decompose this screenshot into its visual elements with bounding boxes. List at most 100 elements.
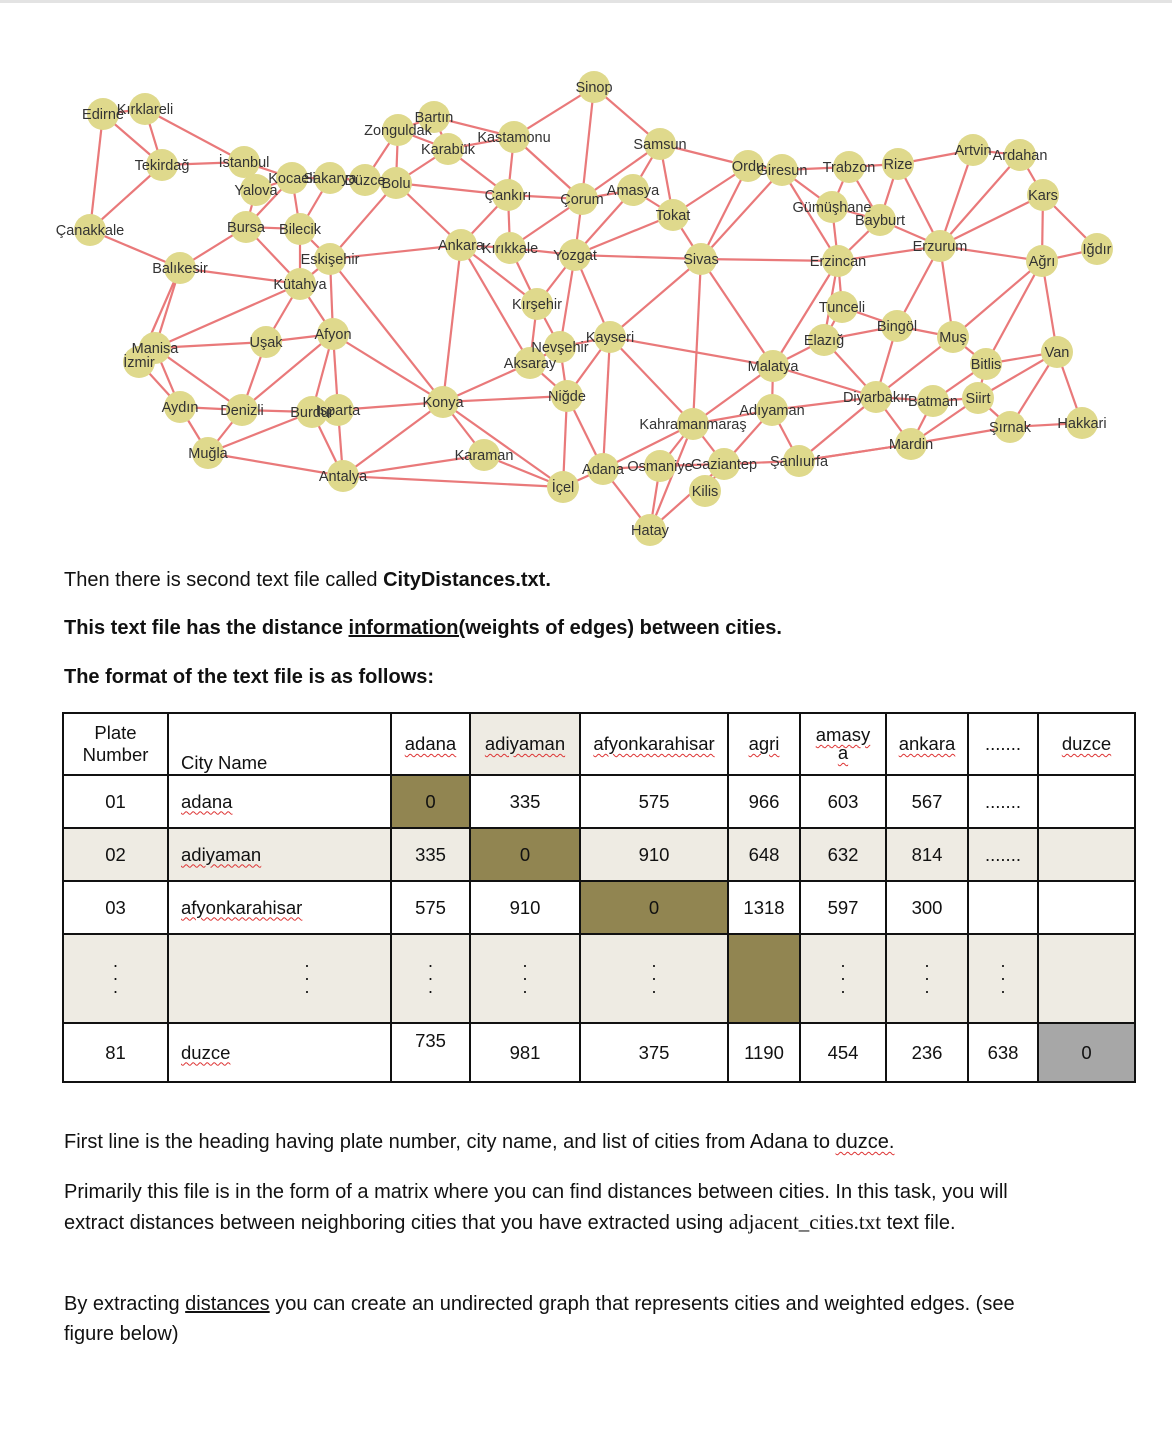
graph-edge bbox=[329, 182, 397, 260]
cell-value: 575 bbox=[579, 774, 729, 829]
city-label: Çorum bbox=[560, 192, 604, 208]
city-label: Çanakkale bbox=[56, 223, 125, 239]
city-node bbox=[708, 448, 740, 480]
city-label: Kahramanmaraş bbox=[639, 417, 746, 433]
vdots-cell: · · · bbox=[799, 933, 887, 1024]
graph-edge bbox=[649, 463, 725, 531]
city-label: Giresun bbox=[757, 163, 808, 179]
city-node bbox=[594, 321, 626, 353]
graph-edge bbox=[798, 442, 912, 463]
graph-edge bbox=[144, 108, 245, 163]
graph-edge bbox=[332, 333, 444, 403]
header-amasya: amasy a bbox=[799, 712, 887, 776]
graph-edge bbox=[772, 260, 839, 367]
city-node bbox=[284, 268, 316, 300]
paragraph-format-heading: The format of the text file is as follow… bbox=[64, 666, 435, 688]
graph-edge bbox=[700, 165, 749, 260]
city-node bbox=[822, 245, 854, 277]
city-label: Iğdır bbox=[1082, 242, 1111, 258]
city-label: Sakarya bbox=[303, 171, 357, 187]
diagonal-cell bbox=[727, 933, 801, 1024]
city-label: Isparta bbox=[316, 403, 361, 419]
city-node bbox=[657, 199, 689, 231]
city-node bbox=[123, 346, 155, 378]
city-node bbox=[230, 211, 262, 243]
graph-edge bbox=[691, 258, 703, 425]
cell-value: 567 bbox=[885, 774, 969, 829]
city-label: Kırklareli bbox=[117, 102, 173, 118]
city-node bbox=[284, 213, 316, 245]
city-node bbox=[192, 437, 224, 469]
city-label: Aksaray bbox=[504, 356, 557, 372]
city-node bbox=[587, 453, 619, 485]
city-node bbox=[382, 114, 414, 146]
city-node bbox=[917, 385, 949, 417]
city-node bbox=[1066, 407, 1098, 439]
city-node bbox=[240, 174, 272, 206]
city-label: Kırşehir bbox=[512, 297, 562, 313]
cell-value: 1190 bbox=[727, 1022, 801, 1083]
cell-empty bbox=[1037, 880, 1136, 935]
graph-edge bbox=[88, 113, 105, 231]
city-node bbox=[1027, 179, 1059, 211]
graph-edge bbox=[342, 453, 485, 478]
city-label: Hakkari bbox=[1057, 416, 1106, 432]
graph-edge bbox=[460, 244, 538, 305]
vdots-cell: · · · bbox=[885, 933, 969, 1024]
graph-edge bbox=[700, 169, 783, 260]
city-label: Düzce bbox=[344, 173, 385, 189]
city-label: Bursa bbox=[227, 220, 266, 236]
cell-value: 632 bbox=[799, 827, 887, 882]
city-node bbox=[1081, 233, 1113, 265]
header-adana: adana bbox=[390, 712, 471, 776]
city-label: Amasya bbox=[607, 183, 660, 199]
city-node bbox=[559, 239, 591, 271]
city-label: Burdur bbox=[290, 405, 334, 421]
city-label: Batman bbox=[908, 394, 958, 410]
graph-edge bbox=[910, 425, 1011, 446]
table-row-last: 81 duzce 735 981 375 1190 454 236 638 0 bbox=[62, 1022, 1136, 1083]
cell-ellipsis: ....... bbox=[967, 774, 1039, 829]
city-label: Yalova bbox=[234, 183, 278, 199]
graph-edge bbox=[179, 266, 301, 286]
cell-empty bbox=[1037, 933, 1136, 1024]
paragraph-graph: By extracting distances you can create a… bbox=[64, 1293, 1015, 1345]
city-node bbox=[314, 162, 346, 194]
cell-value: 335 bbox=[390, 827, 471, 882]
graph-nodes bbox=[74, 71, 1113, 546]
graph-edge bbox=[574, 253, 702, 261]
header-ankara: ankara bbox=[885, 712, 969, 776]
city-node bbox=[380, 167, 412, 199]
graph-edge bbox=[939, 154, 1021, 247]
graph-edge bbox=[329, 243, 462, 261]
city-node bbox=[296, 396, 328, 428]
city-node bbox=[860, 381, 892, 413]
graph-edge bbox=[441, 244, 463, 403]
table-header-row: Plate Number City Name adana adiyaman afy… bbox=[62, 712, 1136, 776]
city-label: Bilecik bbox=[279, 222, 322, 238]
city-label: Samsun bbox=[633, 137, 686, 153]
city-label: Şırnak bbox=[989, 420, 1032, 436]
header-city-name: City Name bbox=[167, 712, 392, 776]
cell-value: 0 bbox=[579, 880, 729, 935]
city-label: Antalya bbox=[319, 469, 368, 485]
graph-edge bbox=[692, 365, 774, 425]
city-node bbox=[826, 291, 858, 323]
graph-edge bbox=[207, 451, 344, 478]
graph-edge bbox=[154, 347, 243, 411]
graph-edge bbox=[337, 400, 444, 412]
graph-edge bbox=[939, 244, 1043, 263]
city-node bbox=[87, 98, 119, 130]
city-label: Diyarbakır bbox=[843, 390, 909, 406]
graph-edge bbox=[781, 169, 839, 262]
header-adiyaman: adiyaman bbox=[469, 712, 581, 776]
table-row: 01 adana 0 335 575 966 603 567 ....... bbox=[62, 774, 1136, 829]
cell-value: 1318 bbox=[727, 880, 801, 935]
city-node bbox=[276, 162, 308, 194]
city-node bbox=[962, 382, 994, 414]
city-label: Denizli bbox=[220, 403, 264, 419]
city-label: Erzurum bbox=[913, 239, 968, 255]
city-label: Kars bbox=[1028, 188, 1058, 204]
